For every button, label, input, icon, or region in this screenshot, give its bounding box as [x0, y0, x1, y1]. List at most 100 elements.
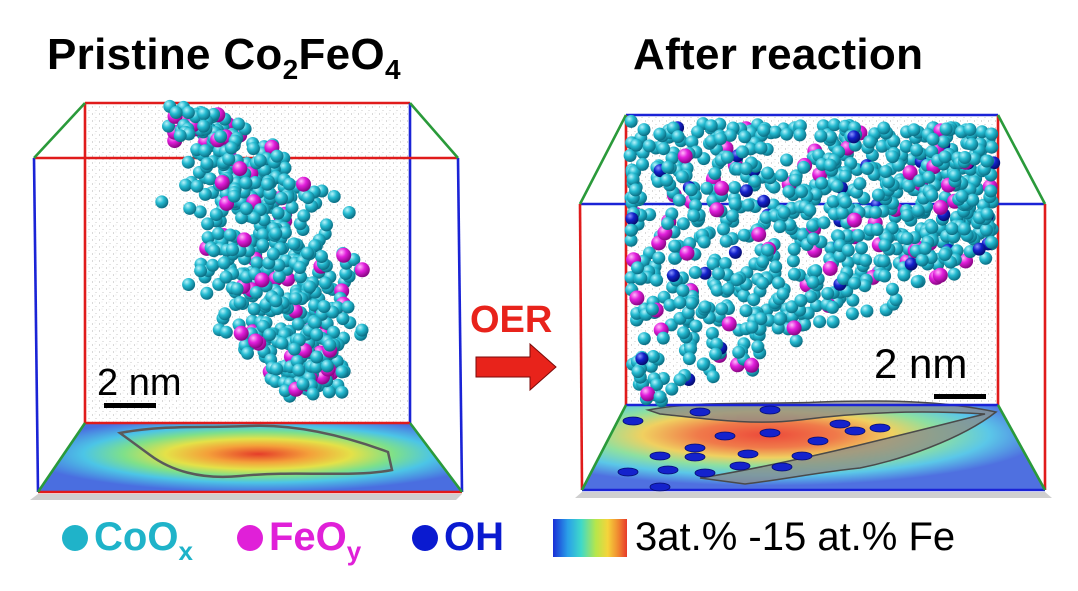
coox-atom	[315, 250, 328, 263]
coox-atom	[809, 264, 823, 278]
coox-atom	[676, 284, 690, 297]
coox-atom	[728, 181, 742, 194]
coox-atom	[730, 273, 744, 287]
coox-atom	[665, 382, 679, 396]
coox-atom	[257, 213, 271, 227]
coox-atom	[795, 185, 808, 199]
coox-atom	[869, 205, 882, 219]
right-floor-shadow	[575, 492, 1052, 498]
coox-atom	[241, 346, 254, 360]
feoy-atom	[822, 261, 838, 276]
coox-atom	[709, 347, 723, 361]
coox-atom	[198, 187, 212, 201]
coox-atom	[984, 184, 998, 198]
coox-atom	[200, 157, 214, 171]
coox-atom	[858, 279, 872, 293]
coox-atom	[739, 162, 753, 176]
right-box: 2 nm	[575, 113, 1052, 498]
coox-atom	[190, 179, 204, 193]
coox-atom	[797, 160, 811, 174]
coox-atom	[741, 198, 755, 212]
feoy-atom	[336, 247, 352, 263]
oh-dot-icon	[412, 524, 438, 551]
coox-atom	[200, 286, 214, 300]
coox-atom	[806, 219, 820, 232]
coox-atom	[877, 254, 891, 268]
feoy-atom	[354, 262, 370, 278]
oh-floor-marker	[829, 419, 851, 429]
oh-floor-marker	[771, 462, 793, 472]
legend-oh: OH	[412, 515, 504, 560]
right-isosurface-outline	[645, 400, 998, 485]
coox-atom	[677, 326, 691, 340]
coox-atom	[650, 273, 664, 287]
coox-atom	[214, 130, 228, 143]
coox-atom	[945, 222, 959, 236]
coox-atom	[899, 139, 913, 153]
feoy-atom	[902, 165, 918, 181]
coox-atom	[837, 272, 850, 286]
right-scale-label: 2 nm	[874, 340, 967, 387]
right-heatmap-floor	[582, 405, 1045, 490]
coox-atom	[710, 283, 724, 297]
feoy-atom	[751, 227, 767, 242]
coox-atom	[773, 220, 787, 234]
coox-atom	[660, 173, 674, 187]
coox-atom	[721, 282, 735, 296]
coox-atom	[717, 222, 730, 236]
coox-atom	[979, 251, 993, 265]
coox-atom	[841, 243, 855, 257]
coox-atom	[289, 292, 303, 306]
coox-atom	[900, 209, 914, 222]
legend-feoy-label: FeOy	[269, 515, 361, 564]
coox-atom	[355, 323, 369, 337]
coox-atom	[754, 141, 768, 155]
feoy-atom	[236, 232, 252, 248]
coox-atom	[239, 202, 253, 216]
coox-atom	[294, 270, 307, 284]
coox-atom	[246, 142, 260, 156]
feoy-atom	[214, 175, 230, 191]
coox-atom	[910, 143, 924, 157]
legend-feoy-main: FeO	[269, 515, 347, 559]
coox-atom	[853, 177, 867, 191]
coox-atom	[682, 352, 696, 366]
coox-atom	[636, 157, 649, 171]
coox-atom	[661, 160, 675, 174]
coox-atom	[696, 357, 710, 371]
coox-atom	[179, 178, 193, 192]
coox-atom	[339, 267, 353, 280]
coox-atom	[322, 385, 336, 399]
coox-atom	[275, 336, 289, 350]
coox-atom	[624, 223, 638, 237]
oh-floor-marker	[622, 416, 644, 426]
legend-coox-sub: x	[178, 536, 193, 566]
coox-atom	[756, 255, 770, 268]
coox-atom	[310, 328, 324, 342]
legend-feoy-sub: y	[346, 536, 362, 566]
coox-atom	[689, 199, 702, 213]
coox-atom	[985, 235, 999, 249]
legend-oh-label: OH	[444, 515, 504, 559]
coox-atom	[776, 287, 790, 301]
coox-atom	[291, 317, 305, 331]
coox-atom	[691, 125, 705, 139]
feoy-atom	[932, 267, 948, 283]
coox-atom	[814, 129, 828, 143]
coox-atom	[676, 217, 690, 231]
feoy-atom	[677, 148, 693, 164]
coox-atom	[206, 258, 220, 272]
coox-atom	[637, 332, 651, 346]
coox-atom	[815, 176, 828, 190]
coox-atom	[310, 350, 324, 364]
coox-atom	[197, 107, 211, 121]
oh-floor-marker	[649, 482, 671, 492]
coox-atom	[783, 218, 797, 232]
coox-atom	[826, 315, 840, 329]
coox-atom	[922, 170, 936, 184]
feoy-atom	[233, 325, 249, 341]
coox-atom	[938, 150, 952, 164]
coox-atom	[772, 276, 785, 290]
coox-atom	[335, 385, 349, 399]
coox-atom	[309, 360, 323, 374]
